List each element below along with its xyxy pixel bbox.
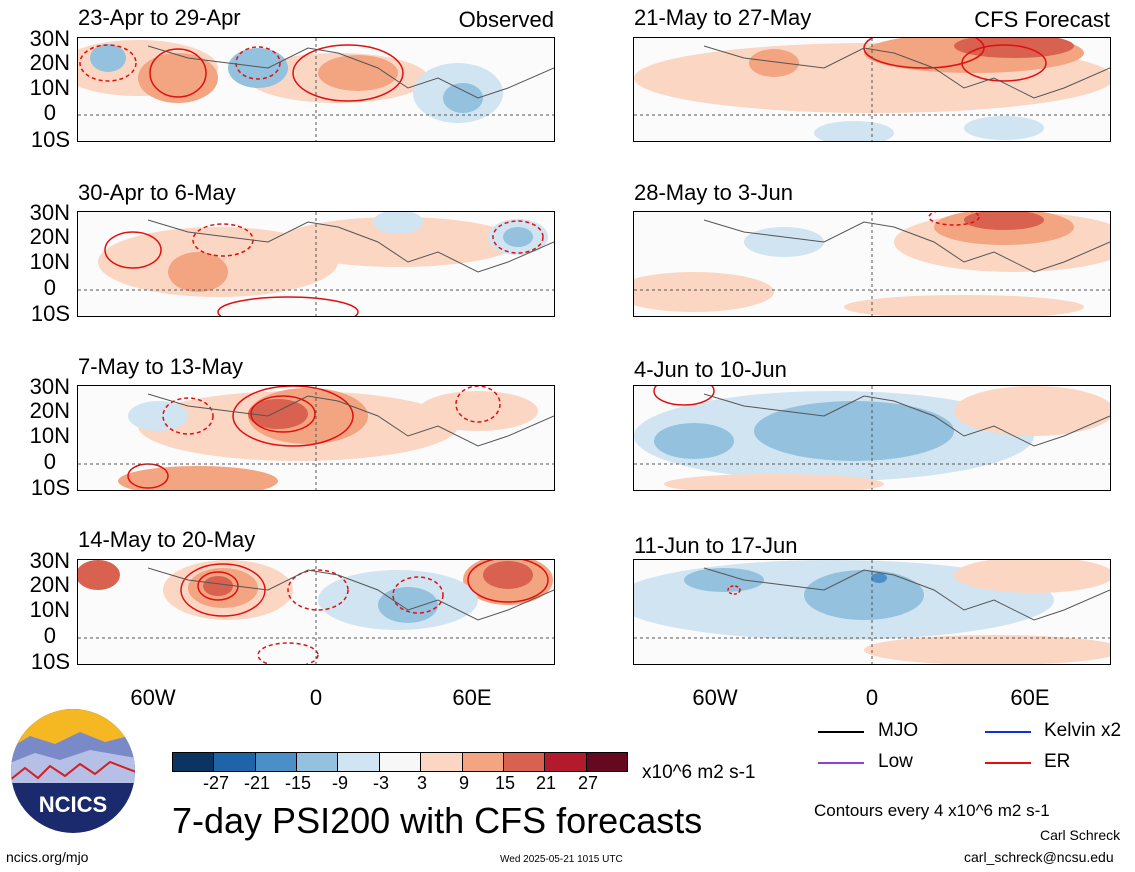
legend-line-kelvin (985, 731, 1031, 733)
colorbar-swatch (503, 753, 546, 771)
colorbar-label: 15 (494, 773, 516, 793)
panel-title-1: 23-Apr to 29-Apr (78, 5, 241, 30)
colorbar-swatch (338, 753, 380, 771)
lat-label-10n: 10N (29, 75, 70, 100)
lat-label-10s: 10S (30, 127, 70, 152)
panel-title-4: 28-May to 3-Jun (634, 180, 793, 205)
colorbar-swatch (255, 753, 298, 771)
lon-label-60e: 60E (1010, 685, 1050, 710)
panel-tag-forecast: CFS Forecast (974, 7, 1110, 32)
panel-title-6: 4-Jun to 10-Jun (634, 357, 787, 382)
map-panel-4 (633, 211, 1111, 317)
legend-line-low (818, 762, 864, 764)
panel-tag-observed: Observed (458, 7, 554, 32)
colorbar-label: 27 (577, 773, 599, 793)
legend-line-er (985, 762, 1031, 764)
colorbar-units: x10^6 m2 s-1 (642, 762, 756, 783)
panel-title-8: 11-Jun to 17-Jun (634, 533, 798, 558)
lon-label-60w: 60W (692, 685, 738, 710)
map-panel-5 (77, 385, 555, 491)
lon-label-60e: 60E (452, 685, 492, 710)
map-panel-8 (633, 559, 1111, 665)
lat-label-10s: 10S (30, 301, 70, 326)
panel-title-2: 21-May to 27-May (634, 5, 812, 30)
lat-label-20n: 20N (29, 398, 70, 423)
colorbar-swatch (173, 753, 215, 771)
lat-label-eq: 0 (43, 275, 56, 300)
map-panel-1 (77, 37, 555, 142)
lat-label-10n: 10N (29, 597, 70, 622)
legend-label-low: Low (878, 751, 913, 772)
lat-label-30n: 30N (29, 374, 70, 399)
legend-label-kelvin: Kelvin x2 (1044, 720, 1122, 741)
map-panel-3 (77, 211, 555, 317)
lat-label-20n: 20N (29, 224, 70, 249)
colorbar-label: -9 (331, 773, 348, 793)
panel-title-3: 30-Apr to 6-May (78, 180, 236, 205)
colorbar-swatch (297, 753, 339, 771)
colorbar-swatch (421, 753, 463, 771)
colorbar-swatch (586, 753, 627, 771)
map-panel-6 (633, 385, 1111, 491)
lat-label-30n: 30N (29, 200, 70, 225)
timestamp: Wed 2025-05-21 1015 UTC (500, 854, 623, 865)
lat-label-10s: 10S (30, 649, 70, 674)
lon-label-0: 0 (309, 685, 323, 710)
colorbar-label: 21 (535, 773, 557, 793)
lat-label-eq: 0 (43, 449, 56, 474)
lat-label-30n: 30N (29, 548, 70, 573)
colorbar-label: 9 (458, 773, 469, 793)
contour-note: Contours every 4 x10^6 m2 s-1 (814, 801, 1050, 820)
colorbar (172, 752, 628, 772)
panel-title-7: 14-May to 20-May (78, 527, 256, 552)
colorbar-label: -27 (202, 773, 229, 793)
lat-label-eq: 0 (43, 100, 56, 125)
colorbar-label: -15 (284, 773, 311, 793)
map-panel-7 (77, 559, 555, 665)
colorbar-label: -3 (372, 773, 389, 793)
colorbar-label: 3 (416, 773, 427, 793)
lat-label-20n: 20N (29, 572, 70, 597)
colorbar-swatch (545, 753, 587, 771)
lat-label-30n: 30N (29, 26, 70, 51)
colorbar-swatch (379, 753, 422, 771)
lon-label-0: 0 (865, 685, 879, 710)
map-panel-2 (633, 37, 1111, 142)
colorbar-swatch (214, 753, 256, 771)
author: Carl Schreck (1040, 827, 1121, 843)
lon-label-60w: 60W (130, 685, 176, 710)
legend-label-mjo: MJO (878, 720, 919, 741)
legend-label-er: ER (1044, 751, 1071, 772)
site-url: ncics.org/mjo (6, 849, 89, 865)
lat-label-10n: 10N (29, 423, 70, 448)
colorbar-label: -21 (243, 773, 270, 793)
main-title: 7-day PSI200 with CFS forecasts (172, 800, 703, 841)
legend-line-mjo (818, 731, 864, 733)
colorbar-swatch (462, 753, 504, 771)
ncics-logo: NCICS (10, 708, 136, 834)
panel-title-5: 7-May to 13-May (78, 354, 244, 379)
lat-label-10n: 10N (29, 249, 70, 274)
lat-label-20n: 20N (29, 50, 70, 75)
logo-text: NCICS (39, 792, 107, 817)
lat-label-eq: 0 (43, 623, 56, 648)
author-email: carl_schreck@ncsu.edu (964, 849, 1114, 865)
lat-label-10s: 10S (30, 475, 70, 500)
